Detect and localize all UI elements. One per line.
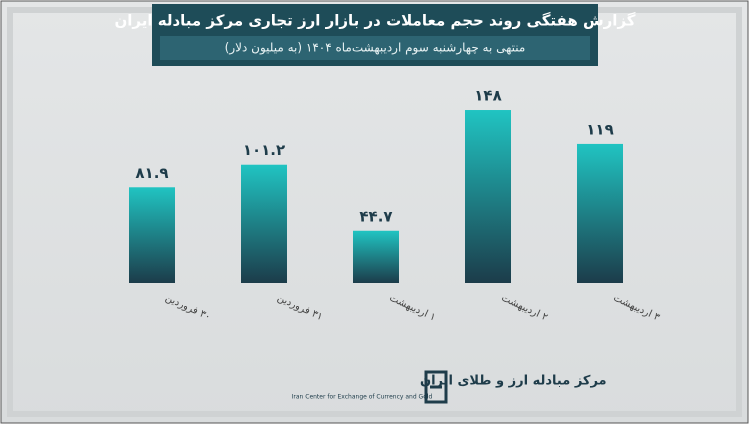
bar — [241, 164, 287, 283]
subtitle-band — [160, 36, 590, 60]
value-label: ۱۱۹ — [586, 120, 613, 138]
logo-name-en: Iran Center for Exchange of Currency and… — [292, 394, 433, 401]
bar — [577, 143, 623, 283]
value-label: ۱۴۸ — [474, 87, 501, 105]
chart-title: گزارش هفتگی روند حجم معاملات در بازار ار… — [114, 12, 635, 30]
bar — [465, 110, 511, 284]
logo-icon — [424, 370, 448, 404]
bar — [129, 187, 175, 283]
value-label: ۴۴.۷ — [359, 207, 392, 225]
chart-subtitle: منتهی به چهارشنبه سوم اردیبهشت‌ماه ۱۴۰۴ … — [225, 41, 526, 56]
logo-name: مرکز مبادله ارز و طلای ایران — [420, 374, 607, 389]
value-label: ۱۰۱.۲ — [243, 141, 285, 159]
bar — [353, 230, 399, 283]
logo: مرکز مبادله ارز و طلای ایران Iran Center… — [292, 370, 607, 404]
value-label: ۸۱.۹ — [135, 164, 168, 182]
